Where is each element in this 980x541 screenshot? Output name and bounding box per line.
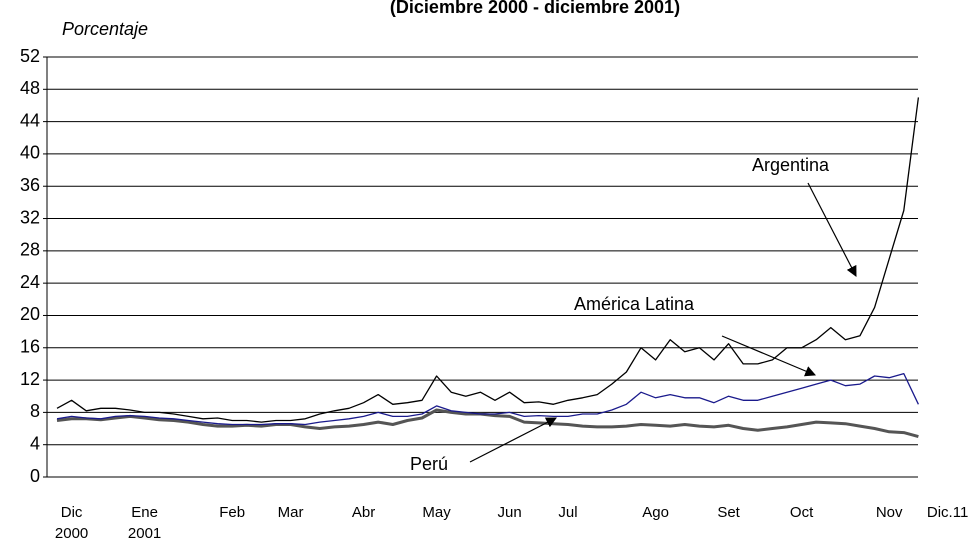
y-tick-label: 32: [20, 207, 40, 227]
annotation-arrow: [807, 182, 857, 277]
y-tick-label: 4: [30, 433, 40, 453]
y-axis-label: Porcentaje: [62, 19, 148, 39]
y-tick-label: 20: [20, 304, 40, 324]
x-tick-label: Set: [717, 504, 740, 521]
y-tick-label: 16: [20, 337, 40, 357]
annotation: Argentina: [752, 155, 830, 175]
x-tick-label: Ene 2001: [128, 504, 161, 541]
y-tick-label: 36: [20, 175, 40, 195]
y-tick-label: 44: [20, 110, 40, 130]
y-tick-label: 0: [30, 466, 40, 486]
x-tick-label: May: [422, 504, 451, 521]
annotation: Perú: [410, 454, 448, 474]
series-line: [56, 97, 920, 423]
x-tick-label: Dic 2000: [55, 504, 88, 541]
chart-title: (Diciembre 2000 - diciembre 2001): [390, 0, 680, 17]
y-tick-label: 40: [20, 143, 40, 163]
series-line: [56, 372, 919, 426]
y-tick-label: 12: [20, 369, 40, 389]
y-tick-label: 8: [30, 401, 40, 421]
y-tick-label: 28: [20, 240, 40, 260]
x-tick-label: Jul: [558, 504, 577, 521]
y-tick-label: 52: [20, 46, 40, 66]
x-tick-label: Ago: [642, 504, 669, 521]
x-tick-label: Dic.11: [927, 504, 968, 521]
x-tick-label: Feb: [219, 504, 245, 521]
series-line: [56, 408, 919, 439]
x-tick-label: Mar: [278, 504, 304, 521]
annotation-arrow: [469, 417, 557, 463]
y-tick-label: 48: [20, 78, 40, 98]
x-tick-label: Oct: [790, 504, 814, 521]
y-tick-label: 24: [20, 272, 40, 292]
x-tick-label: Jun: [498, 504, 522, 521]
annotation-arrow: [721, 335, 816, 377]
x-tick-label: Nov: [876, 504, 903, 521]
annotation: América Latina: [574, 294, 695, 314]
x-tick-label: Abr: [352, 504, 375, 521]
